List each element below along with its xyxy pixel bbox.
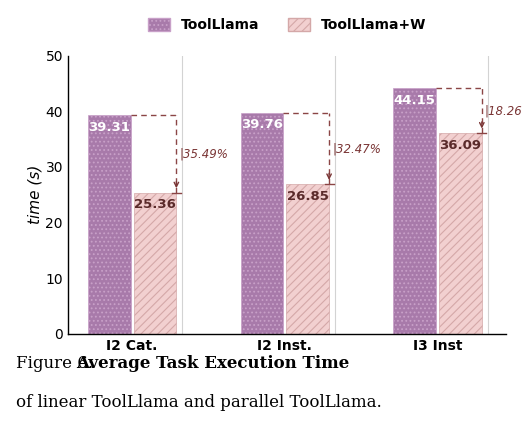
Text: 36.09: 36.09 bbox=[440, 139, 481, 152]
Text: 25.36: 25.36 bbox=[134, 198, 176, 211]
Text: |32.47%: |32.47% bbox=[332, 142, 381, 155]
Text: |18.26%: |18.26% bbox=[485, 104, 522, 117]
Y-axis label: time (s): time (s) bbox=[28, 165, 43, 224]
Text: 26.85: 26.85 bbox=[287, 190, 329, 203]
Text: Average Task Execution Time: Average Task Execution Time bbox=[76, 355, 349, 372]
Legend: ToolLlama, ToolLlama+W: ToolLlama, ToolLlama+W bbox=[143, 12, 432, 38]
Text: of linear ToolLlama and parallel ToolLlama.: of linear ToolLlama and parallel ToolLla… bbox=[16, 394, 382, 411]
Text: Figure 6:: Figure 6: bbox=[16, 355, 103, 372]
Bar bbox=[439, 133, 482, 334]
Bar bbox=[134, 193, 176, 334]
Text: |35.49%: |35.49% bbox=[180, 147, 228, 160]
Bar bbox=[88, 115, 130, 334]
Bar bbox=[241, 113, 283, 334]
Bar bbox=[287, 184, 329, 334]
Text: 39.31: 39.31 bbox=[88, 121, 130, 134]
Bar bbox=[393, 88, 436, 334]
Text: 39.76: 39.76 bbox=[241, 118, 283, 131]
Text: 44.15: 44.15 bbox=[394, 94, 435, 107]
